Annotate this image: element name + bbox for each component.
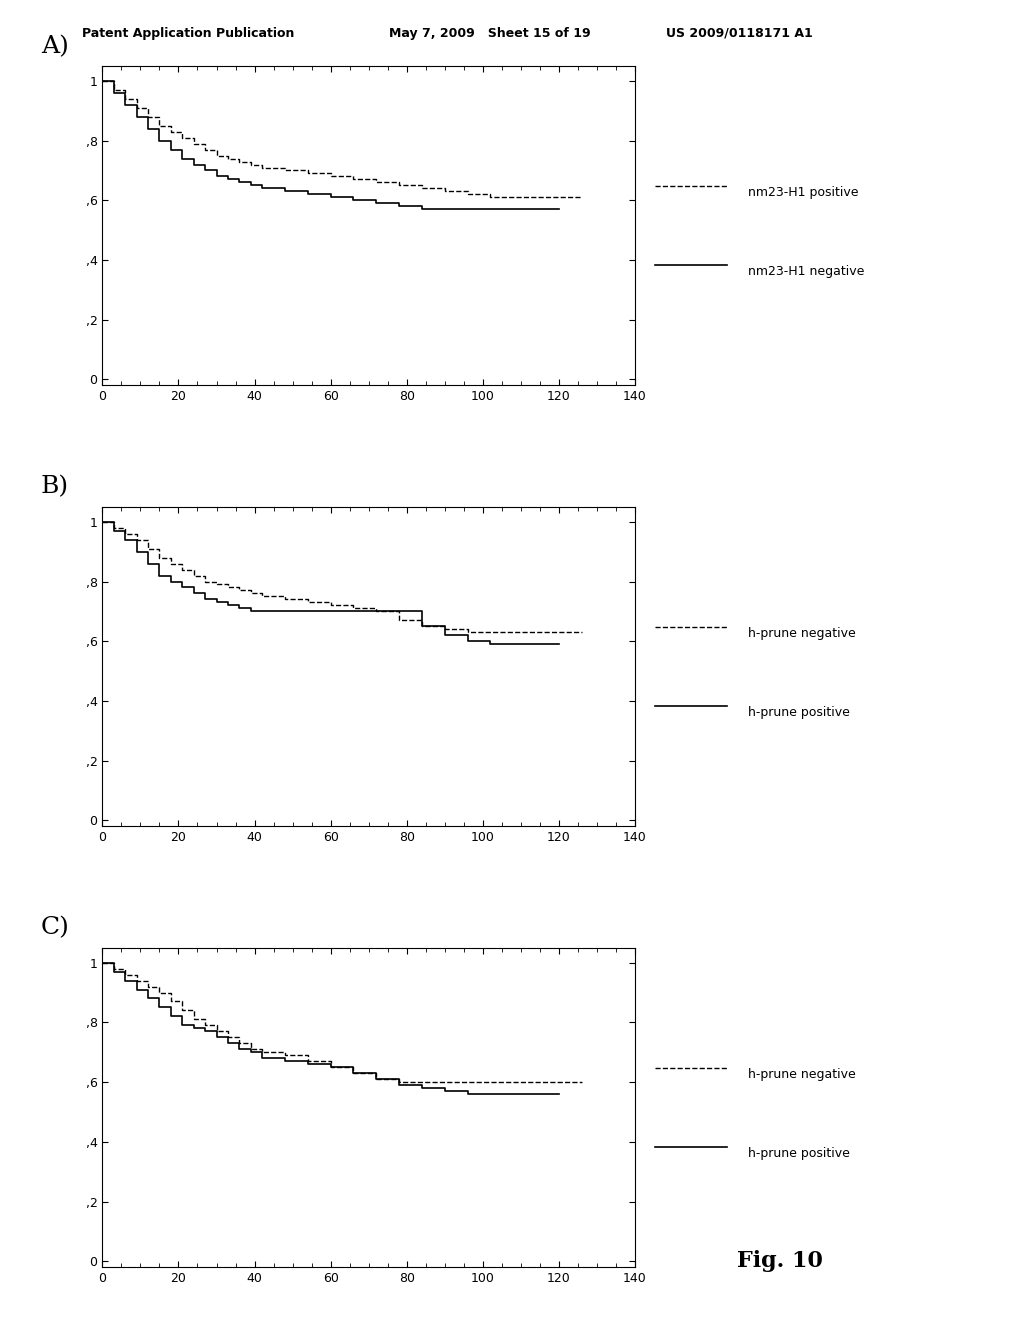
nm23-H1 negative bbox=[119, 96, 131, 112]
h-prune negative bbox=[325, 598, 337, 614]
h-prune positive bbox=[199, 1023, 211, 1039]
Text: h-prune positive: h-prune positive bbox=[748, 706, 849, 719]
nm23-H1 positive bbox=[416, 181, 428, 197]
h-prune negative bbox=[416, 618, 428, 634]
h-prune positive bbox=[96, 954, 109, 970]
nm23-H1 negative bbox=[96, 73, 109, 88]
nm23-H1 positive bbox=[210, 148, 222, 164]
h-prune positive bbox=[233, 1041, 246, 1057]
h-prune negative bbox=[462, 624, 474, 640]
h-prune negative bbox=[302, 1047, 314, 1063]
h-prune positive bbox=[484, 1086, 497, 1102]
h-prune positive bbox=[302, 603, 314, 619]
Text: nm23-H1 negative: nm23-H1 negative bbox=[748, 265, 864, 279]
Text: h-prune negative: h-prune negative bbox=[748, 627, 855, 640]
h-prune positive bbox=[325, 603, 337, 619]
h-prune negative bbox=[347, 1065, 359, 1081]
Line: h-prune positive: h-prune positive bbox=[102, 962, 559, 1094]
nm23-H1 negative bbox=[199, 162, 211, 178]
Text: Fig. 10: Fig. 10 bbox=[737, 1250, 823, 1272]
Line: h-prune positive: h-prune positive bbox=[102, 521, 559, 644]
nm23-H1 positive bbox=[302, 162, 314, 178]
Text: US 2009/0118171 A1: US 2009/0118171 A1 bbox=[666, 26, 812, 40]
h-prune negative bbox=[108, 954, 120, 970]
nm23-H1 negative bbox=[233, 174, 246, 190]
h-prune negative bbox=[210, 577, 222, 593]
h-prune negative bbox=[393, 1074, 406, 1090]
nm23-H1 positive bbox=[575, 190, 588, 206]
h-prune positive bbox=[302, 1053, 314, 1069]
Line: nm23-H1 positive: nm23-H1 positive bbox=[102, 81, 582, 198]
nm23-H1 negative bbox=[484, 202, 497, 218]
nm23-H1 negative bbox=[416, 202, 428, 218]
nm23-H1 positive bbox=[108, 73, 120, 88]
h-prune positive bbox=[484, 634, 497, 649]
h-prune negative bbox=[108, 513, 120, 529]
nm23-H1 positive bbox=[96, 73, 109, 88]
nm23-H1 negative bbox=[302, 183, 314, 199]
Text: A): A) bbox=[41, 34, 69, 58]
Line: nm23-H1 negative: nm23-H1 negative bbox=[102, 81, 559, 210]
h-prune positive bbox=[199, 591, 211, 607]
Text: nm23-H1 positive: nm23-H1 positive bbox=[748, 186, 858, 199]
h-prune positive bbox=[119, 532, 131, 548]
Text: C): C) bbox=[41, 916, 70, 940]
Line: h-prune negative: h-prune negative bbox=[102, 962, 582, 1082]
h-prune negative bbox=[302, 591, 314, 607]
nm23-H1 negative bbox=[553, 202, 565, 218]
Text: h-prune negative: h-prune negative bbox=[748, 1068, 855, 1081]
h-prune positive bbox=[553, 636, 565, 652]
h-prune positive bbox=[553, 1086, 565, 1102]
h-prune negative bbox=[96, 513, 109, 529]
Line: h-prune negative: h-prune negative bbox=[102, 521, 582, 632]
h-prune negative bbox=[575, 624, 588, 640]
h-prune negative bbox=[575, 1074, 588, 1090]
Text: Patent Application Publication: Patent Application Publication bbox=[82, 26, 294, 40]
nm23-H1 positive bbox=[484, 190, 497, 206]
h-prune positive bbox=[462, 1086, 474, 1102]
Text: B): B) bbox=[41, 475, 69, 499]
h-prune positive bbox=[119, 973, 131, 989]
h-prune positive bbox=[233, 601, 246, 616]
h-prune negative bbox=[210, 1023, 222, 1039]
h-prune negative bbox=[325, 1059, 337, 1074]
h-prune negative bbox=[96, 954, 109, 970]
h-prune negative bbox=[347, 601, 359, 616]
Text: h-prune positive: h-prune positive bbox=[748, 1147, 849, 1160]
h-prune positive bbox=[484, 636, 497, 652]
Text: May 7, 2009   Sheet 15 of 19: May 7, 2009 Sheet 15 of 19 bbox=[389, 26, 591, 40]
h-prune positive bbox=[96, 513, 109, 529]
h-prune positive bbox=[325, 1056, 337, 1072]
nm23-H1 positive bbox=[325, 169, 337, 185]
nm23-H1 positive bbox=[347, 172, 359, 187]
nm23-H1 negative bbox=[325, 186, 337, 202]
h-prune negative bbox=[438, 1074, 451, 1090]
